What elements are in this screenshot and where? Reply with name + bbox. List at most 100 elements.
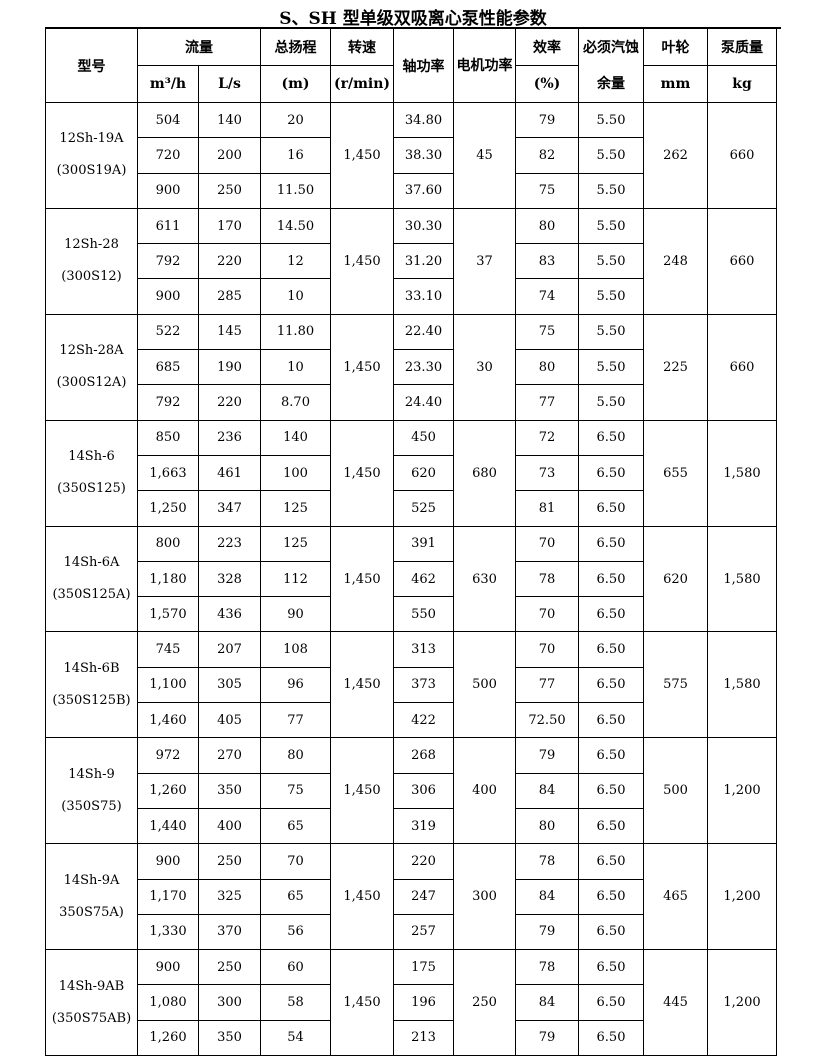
table-row: 792 220 8.70 24.40 77 5.50 (46, 384, 777, 421)
header-weight-unit: kg (707, 65, 777, 103)
table-row: 1,460 405 77 422 72.50 6.50 (46, 702, 777, 739)
model-name: 14Sh-9AB (58, 978, 125, 994)
flow-m3h-cell: 792 (137, 243, 199, 280)
flow-ls-cell: 436 (198, 596, 261, 633)
flow-ls-cell: 170 (198, 207, 261, 245)
npsh-cell: 6.50 (578, 807, 644, 845)
model-alt-name: (350S125) (57, 481, 126, 497)
shaft-power-cell: 34.80 (393, 101, 454, 139)
table-row: 1,260 350 54 213 79 6.50 (46, 1019, 777, 1057)
header-shaft-power: 轴功率 (393, 28, 454, 103)
flow-ls-cell: 305 (198, 666, 261, 704)
flow-m3h-cell: 900 (137, 172, 199, 209)
efficiency-cell: 72.50 (515, 702, 579, 739)
flow-m3h-cell: 900 (137, 843, 199, 880)
npsh-cell: 6.50 (578, 984, 644, 1021)
table-row: 1,170 325 65 247 84 6.50 (46, 878, 777, 915)
model-alt-name: 350S75A) (59, 904, 124, 920)
head-cell: 20 (260, 101, 331, 139)
head-cell: 54 (260, 1019, 331, 1057)
flow-m3h-cell: 1,260 (137, 1019, 199, 1057)
flow-m3h-cell: 972 (137, 737, 199, 774)
efficiency-cell: 73 (515, 454, 579, 492)
npsh-cell: 6.50 (578, 419, 644, 456)
weight-cell: 1,580 (707, 419, 777, 527)
flow-ls-cell: 236 (198, 419, 261, 456)
flow-ls-cell: 145 (198, 313, 261, 351)
flow-ls-cell: 285 (198, 278, 261, 315)
weight-cell: 1,200 (707, 949, 777, 1057)
table-row: 900 250 11.50 37.60 75 5.50 (46, 172, 777, 209)
speed-cell: 1,450 (330, 631, 394, 739)
head-cell: 65 (260, 807, 331, 845)
table-row: 1,080 300 58 196 84 6.50 (46, 984, 777, 1021)
flow-m3h-cell: 900 (137, 278, 199, 315)
npsh-cell: 5.50 (578, 207, 644, 245)
speed-cell: 1,450 (330, 419, 394, 527)
flow-ls-cell: 350 (198, 1019, 261, 1057)
header-flow: 流量 (137, 28, 261, 66)
motor-power-cell: 250 (453, 949, 516, 1057)
shaft-power-cell: 306 (393, 772, 454, 809)
efficiency-cell: 79 (515, 101, 579, 139)
table-row: 12Sh-28A (300S12A) 522 145 11.80 1,450 22.40 30… (45, 313, 777, 421)
pump-parameters-table: 型号 流量 总扬程 转速 轴功率 电机功率 效率 必须汽蚀余量 叶轮 泵质量 m… (45, 28, 777, 1057)
header-impeller: 叶轮 (643, 28, 708, 66)
table-row: 14Sh-9A 350S75A) 900 250 70 1,450 220 300 78 6.50… (45, 843, 777, 951)
npsh-cell: 5.50 (578, 101, 644, 139)
npsh-cell: 5.50 (578, 349, 644, 386)
efficiency-cell: 78 (515, 843, 579, 880)
table-row: 1,330 370 56 257 79 6.50 (46, 913, 777, 951)
flow-m3h-cell: 685 (137, 349, 199, 386)
efficiency-cell: 82 (515, 137, 579, 174)
shaft-power-cell: 37.60 (393, 172, 454, 209)
table-row: 14Sh-6 (350S125) 850 236 140 1,450 450 680 72 6.5… (45, 419, 777, 527)
model-name: 12Sh-19A (59, 131, 124, 147)
table-row: 1,180 328 112 462 78 6.50 (46, 560, 777, 598)
flow-ls-cell: 250 (198, 172, 261, 209)
npsh-cell: 5.50 (578, 137, 644, 174)
shaft-power-cell: 38.30 (393, 137, 454, 174)
model-cell: 14Sh-6 (350S125) (45, 419, 138, 527)
shaft-power-cell: 175 (393, 949, 454, 986)
efficiency-cell: 84 (515, 772, 579, 809)
header-efficiency: 效率 (515, 28, 579, 66)
model-alt-name: (300S12A) (56, 375, 127, 391)
header-speed-unit: (r/min) (330, 65, 394, 103)
table-row: 720 200 16 38.30 82 5.50 (46, 137, 777, 174)
head-cell: 140 (260, 419, 331, 456)
impeller-cell: 248 (643, 207, 708, 315)
npsh-cell: 6.50 (578, 913, 644, 951)
head-cell: 60 (260, 949, 331, 986)
flow-ls-cell: 328 (198, 560, 261, 598)
model-cell: 14Sh-9A 350S75A) (45, 843, 138, 951)
head-cell: 12 (260, 243, 331, 280)
model-alt-name: (350S75AB) (51, 1010, 132, 1026)
impeller-cell: 500 (643, 737, 708, 845)
model-alt-name: (300S19A) (56, 163, 127, 179)
speed-cell: 1,450 (330, 949, 394, 1057)
efficiency-cell: 70 (515, 596, 579, 633)
flow-ls-cell: 200 (198, 137, 261, 174)
model-cell: 12Sh-28 (300S12) (45, 207, 138, 315)
table-row: 14Sh-6B (350S125B) 745 207 108 1,450 313 500 70 6… (45, 631, 777, 739)
efficiency-cell: 72 (515, 419, 579, 456)
npsh-cell: 6.50 (578, 772, 644, 809)
head-cell: 14.50 (260, 207, 331, 245)
motor-power-cell: 300 (453, 843, 516, 951)
flow-m3h-cell: 800 (137, 525, 199, 562)
efficiency-cell: 79 (515, 737, 579, 774)
head-cell: 70 (260, 843, 331, 880)
shaft-power-cell: 247 (393, 878, 454, 915)
motor-power-cell: 37 (453, 207, 516, 315)
table-row: 1,570 436 90 550 70 6.50 (46, 596, 777, 633)
speed-cell: 1,450 (330, 102, 394, 209)
efficiency-cell: 74 (515, 278, 579, 315)
model-name: 14Sh-9 (68, 766, 115, 782)
motor-power-cell: 630 (453, 525, 516, 633)
head-cell: 96 (260, 666, 331, 704)
head-cell: 125 (260, 490, 331, 527)
flow-m3h-cell: 792 (137, 384, 199, 421)
header-efficiency-unit: (%) (515, 65, 579, 103)
flow-ls-cell: 405 (198, 702, 261, 739)
